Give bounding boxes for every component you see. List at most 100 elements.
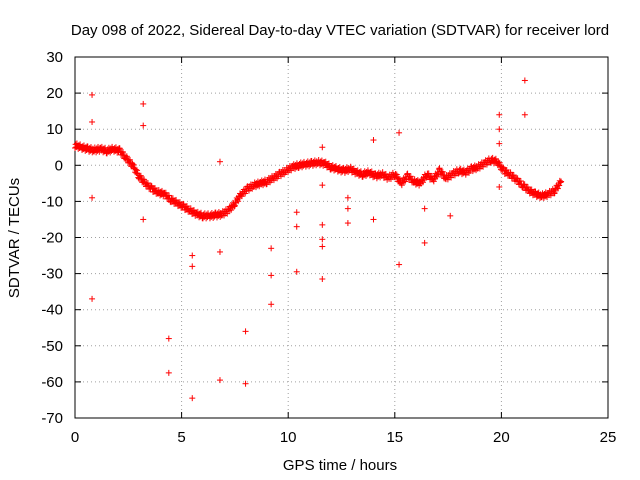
data-point	[430, 178, 437, 185]
grid	[75, 57, 608, 418]
data-point	[496, 162, 503, 169]
outlier-point	[521, 111, 528, 118]
outlier-point	[496, 140, 503, 147]
y-tick-label: -60	[41, 374, 63, 391]
data-point	[173, 196, 180, 203]
data-point	[137, 172, 144, 179]
outlier-point	[89, 295, 96, 302]
data-point	[166, 192, 173, 199]
outlier-point	[344, 205, 351, 212]
data-point	[213, 214, 220, 221]
outlier-point	[319, 276, 326, 283]
outlier-point	[268, 272, 275, 279]
outlier-point	[140, 216, 147, 223]
outlier-point	[344, 220, 351, 227]
data-point	[324, 164, 331, 171]
y-tick-label: -50	[41, 338, 63, 355]
outlier-point	[396, 129, 403, 136]
data-point	[402, 178, 409, 185]
data-point	[129, 161, 136, 168]
x-tick-label: 25	[600, 429, 617, 446]
outlier-point	[496, 126, 503, 133]
axis-ticks	[74, 56, 609, 419]
outlier-point	[89, 118, 96, 125]
x-tick-label: 0	[71, 429, 79, 446]
y-tick-label: -70	[41, 410, 63, 427]
outlier-point	[242, 328, 249, 335]
data-point	[299, 164, 306, 171]
y-tick-label: 10	[46, 121, 63, 138]
y-tick-label: 30	[46, 49, 63, 66]
y-tick-label: -10	[41, 193, 63, 210]
data-point	[495, 159, 502, 166]
tick-labels: 0 5 10 15 20 25 -70 -60 -50 -40 -30 -20 -10 0 10 20 30	[41, 49, 616, 446]
x-axis-label: GPS time / hours	[283, 457, 397, 474]
data-point	[557, 179, 564, 186]
y-tick-label: 0	[55, 157, 63, 174]
data-point	[439, 168, 446, 175]
x-tick-label: 20	[493, 429, 510, 446]
data-point	[398, 182, 405, 189]
outlier-point	[268, 301, 275, 308]
y-tick-label: -30	[41, 266, 63, 283]
data-point	[82, 147, 89, 154]
x-tick-label: 10	[280, 429, 297, 446]
data-point	[434, 173, 441, 180]
outlier-point	[216, 158, 223, 165]
outlier-point	[216, 377, 223, 384]
outlier-point	[370, 216, 377, 223]
y-tick-label: -20	[41, 230, 63, 247]
data-point	[393, 171, 400, 178]
data-point	[554, 185, 561, 192]
data-point	[380, 174, 387, 181]
data-point	[127, 156, 134, 163]
data-point	[182, 207, 189, 214]
y-tick-label: 20	[46, 85, 63, 102]
data-point	[306, 163, 313, 170]
outlier-point	[242, 380, 249, 387]
outlier-point	[189, 263, 196, 270]
data-point	[134, 167, 141, 174]
data-point	[309, 162, 316, 169]
data-point	[231, 203, 238, 210]
outlier-point	[396, 261, 403, 268]
outlier-point	[189, 252, 196, 259]
data-point	[237, 192, 244, 199]
data-point	[558, 178, 565, 185]
outlier-point	[293, 209, 300, 216]
data-point	[93, 149, 100, 156]
chart-title: Day 098 of 2022, Sidereal Day-to-day VTE…	[71, 22, 609, 39]
data-point	[393, 174, 400, 181]
data-point	[171, 200, 178, 207]
y-tick-label: -40	[41, 302, 63, 319]
outlier-point	[521, 77, 528, 84]
data-point	[231, 202, 238, 209]
outlier-point	[140, 122, 147, 129]
data-point	[189, 211, 196, 218]
data-point	[133, 170, 140, 177]
data-point	[132, 166, 139, 173]
data-point	[529, 192, 536, 199]
outlier-point	[421, 205, 428, 212]
outlier-point	[89, 194, 96, 201]
data-point	[348, 169, 355, 176]
data-point	[116, 145, 123, 152]
outlier-point	[319, 221, 326, 228]
outlier-point	[319, 144, 326, 151]
outlier-point	[447, 212, 454, 219]
data-points	[72, 77, 565, 402]
data-point	[419, 179, 426, 186]
data-point	[394, 174, 401, 181]
data-point	[501, 170, 508, 177]
data-point	[150, 189, 157, 196]
data-point	[436, 165, 443, 172]
data-point	[178, 204, 185, 211]
data-point	[167, 199, 174, 206]
outlier-point	[496, 183, 503, 190]
y-axis-label: SDTVAR / TECUs	[6, 178, 23, 298]
outlier-point	[216, 248, 223, 255]
data-point	[496, 159, 503, 166]
data-point	[174, 203, 181, 210]
